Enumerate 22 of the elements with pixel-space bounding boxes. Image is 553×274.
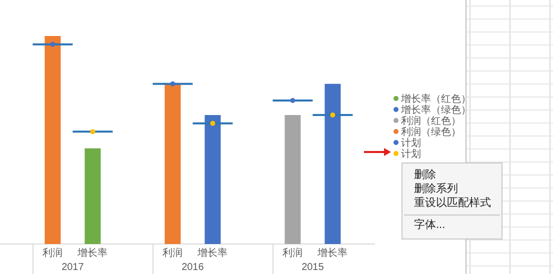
- legend-label: 利润（绿色）: [401, 126, 461, 138]
- bar: [204, 115, 221, 244]
- text: 2017: [62, 262, 84, 273]
- bar: [324, 84, 341, 244]
- bar: [44, 36, 61, 244]
- x-tick-label: 利润: [42, 247, 63, 259]
- legend-label: 计划: [401, 137, 421, 149]
- bar: [284, 115, 301, 244]
- bar: [84, 148, 101, 244]
- legend-label: 增长率（红色）: [400, 93, 471, 105]
- legend-label: 利润（红色）: [401, 115, 461, 127]
- x-tick-label: 增长率: [196, 247, 228, 259]
- x-tick-label: 利润: [162, 247, 183, 259]
- legend-label: 增长率（绿色）: [400, 104, 471, 116]
- legend-label: 计划: [401, 148, 421, 160]
- x-tick-label: 增长率: [316, 247, 348, 259]
- picture-context-menu: 删除 删除系列 重设以匹配样式 字体...: [402, 162, 502, 240]
- x-tick-label: 利润: [282, 247, 303, 259]
- text: 2016: [182, 262, 204, 273]
- bar: [164, 84, 181, 244]
- x-tick-label: 增长率: [76, 247, 108, 259]
- text: 2015: [302, 262, 324, 273]
